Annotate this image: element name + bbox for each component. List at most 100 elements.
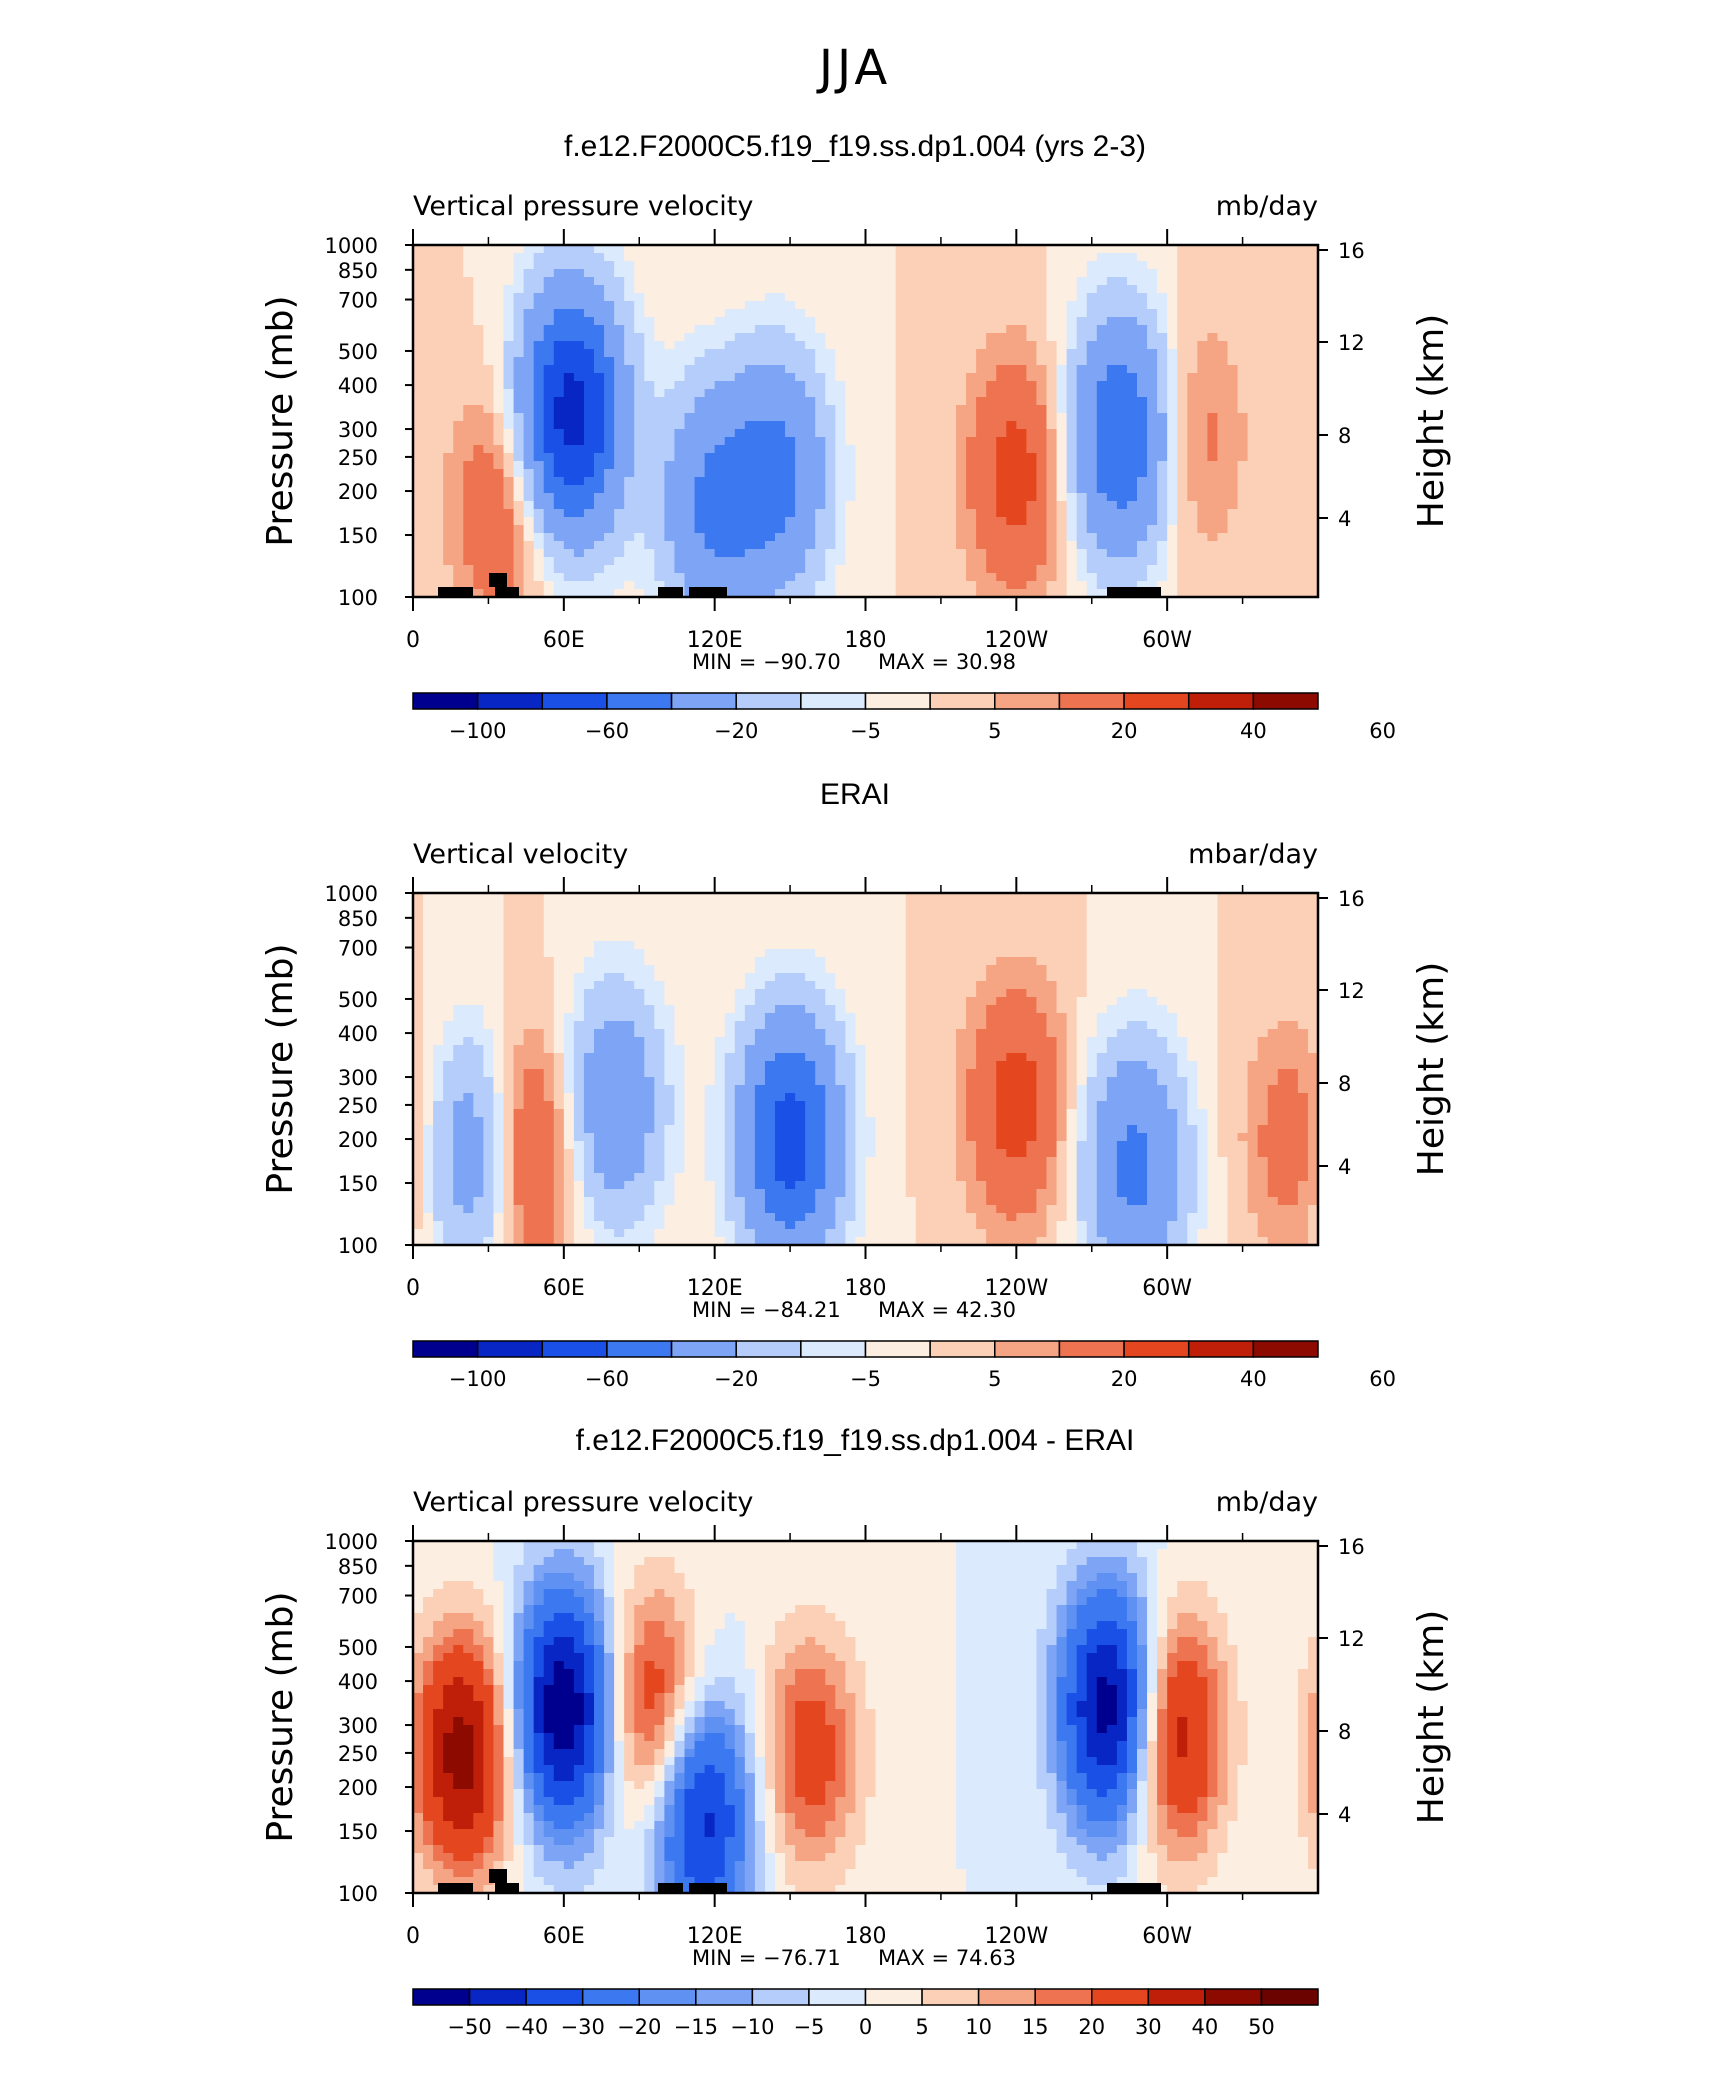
field-cell (956, 397, 967, 406)
field-cell (754, 957, 766, 966)
field-cell (1036, 253, 1048, 262)
field-cell (1187, 941, 1198, 950)
field-cell (583, 565, 595, 574)
field-cell (1277, 317, 1289, 326)
field-cell (1197, 253, 1208, 262)
field-cell (996, 389, 1007, 398)
field-cell (1006, 333, 1017, 342)
field-cell (986, 357, 997, 366)
field-cell (513, 445, 525, 454)
field-cell (433, 941, 444, 950)
field-cell (553, 517, 565, 526)
field-cell (1307, 581, 1319, 590)
field-cell (1237, 429, 1249, 438)
field-cell (674, 973, 686, 982)
field-cell (855, 413, 867, 422)
field-cell (1277, 517, 1289, 526)
field-cell (915, 589, 927, 598)
field-cell (1267, 461, 1279, 470)
field-cell (835, 269, 846, 278)
field-cell (1026, 413, 1038, 422)
field-cell (845, 357, 857, 366)
field-cell (1207, 437, 1219, 446)
field-cell (473, 365, 484, 374)
field-cell (815, 581, 826, 590)
field-cell (1036, 245, 1048, 254)
field-cell (1247, 437, 1259, 446)
field-cell (533, 501, 545, 510)
field-cell (664, 533, 676, 542)
field-cell (905, 501, 917, 510)
field-cell (614, 893, 625, 902)
field-cell (1257, 245, 1269, 254)
field-cell (805, 909, 816, 918)
field-cell (724, 589, 736, 598)
field-cell (764, 589, 776, 598)
field-cell (885, 469, 897, 478)
field-cell (835, 957, 846, 966)
field-cell (1287, 405, 1299, 414)
field-cell (895, 293, 907, 302)
field-cell (533, 301, 545, 310)
field-cell (1116, 957, 1128, 966)
field-cell (1157, 397, 1168, 406)
field-cell (1197, 301, 1208, 310)
field-cell (1137, 925, 1148, 934)
field-cell (1217, 277, 1229, 286)
field-cell (1026, 941, 1038, 950)
field-cell (503, 261, 515, 270)
field-cell (935, 549, 947, 558)
field-cell (624, 373, 635, 382)
field-cell (684, 261, 696, 270)
field-cell (966, 309, 977, 318)
field-cell (1267, 429, 1279, 438)
field-cell (775, 429, 786, 438)
field-cell (1026, 573, 1038, 582)
field-cell (915, 453, 927, 462)
field-cell (1297, 501, 1309, 510)
field-cell (976, 589, 987, 598)
field-cell (754, 405, 766, 414)
field-cell (483, 389, 495, 398)
field-cell (1106, 253, 1118, 262)
field-cell (1086, 421, 1098, 430)
height-tick-label: 16 (1338, 239, 1365, 263)
field-cell (654, 525, 665, 534)
field-cell (563, 893, 575, 902)
field-cell (604, 413, 615, 422)
field-cell (754, 253, 766, 262)
field-cell (805, 269, 816, 278)
field-cell (1157, 469, 1168, 478)
field-cell (1056, 421, 1068, 430)
field-cell (875, 261, 887, 270)
field-cell (624, 389, 635, 398)
field-cell (1267, 581, 1279, 590)
field-cell (1036, 909, 1048, 918)
field-cell (433, 949, 444, 958)
field-cell (744, 285, 756, 294)
field-cell (785, 373, 796, 382)
field-cell (583, 325, 595, 334)
field-cell (945, 957, 957, 966)
field-cell (1247, 501, 1259, 510)
field-cell (865, 941, 877, 950)
field-cell (1277, 909, 1289, 918)
field-cell (1076, 357, 1088, 366)
field-cell (795, 933, 806, 942)
field-cell (563, 565, 575, 574)
field-cell (1197, 405, 1208, 414)
field-cell (1056, 261, 1068, 270)
field-cell (513, 581, 525, 590)
field-cell (1237, 381, 1249, 390)
field-cell (1116, 893, 1128, 902)
field-cell (1147, 573, 1158, 582)
field-cell (1207, 349, 1219, 358)
field-cell (905, 477, 917, 486)
field-cell (1217, 333, 1229, 342)
field-cell (815, 925, 826, 934)
field-cell (724, 917, 736, 926)
field-cell (614, 301, 625, 310)
field-cell (1126, 509, 1138, 518)
field-cell (483, 573, 495, 582)
field-cell (543, 301, 555, 310)
